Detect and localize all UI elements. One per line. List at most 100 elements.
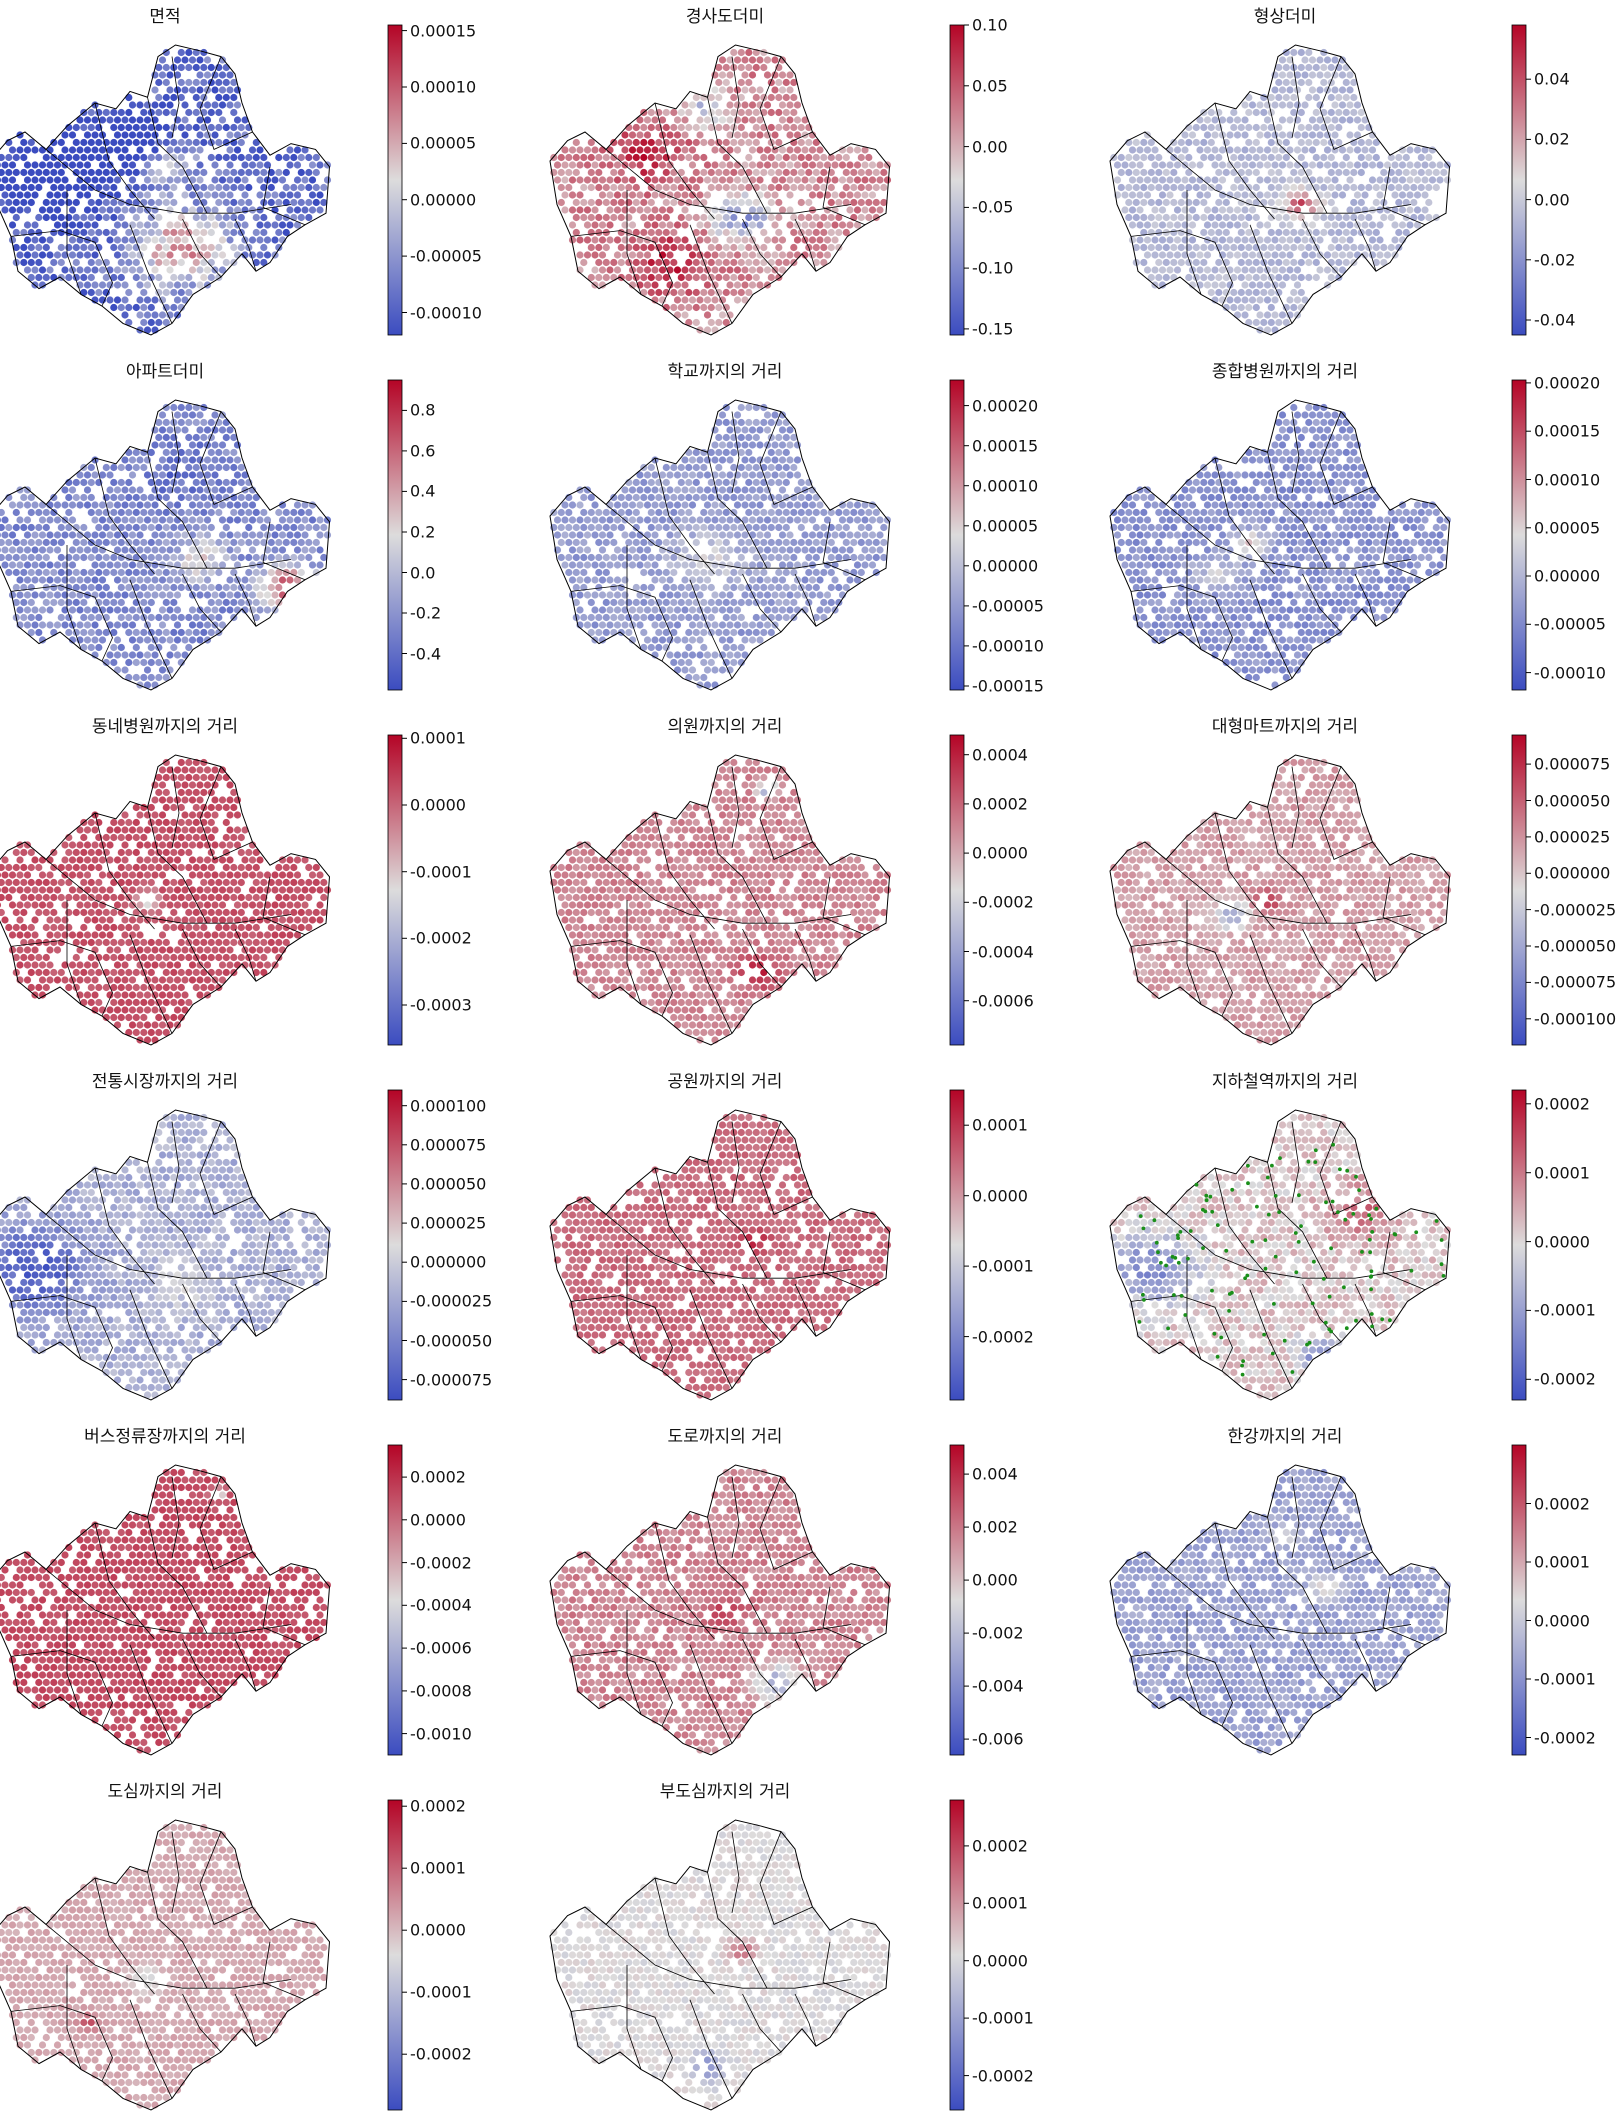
hex-cell [207,258,215,267]
hex-cell [211,561,219,569]
hex-cell [748,56,757,64]
hex-cell [166,206,174,214]
hex-cell [158,546,167,554]
hex-cell [132,508,140,517]
hex-cell [658,191,667,199]
hex-cell [1357,538,1365,547]
hex-cell [606,531,614,539]
hex-cell [673,191,682,199]
hex-cell [820,258,828,267]
hex-cell [185,78,193,87]
hex-cell [203,191,212,199]
hex-cell [72,538,80,547]
hex-cell [1372,138,1380,147]
hex-cell [68,561,77,569]
hex-cell [1188,206,1197,214]
hex-cell [20,138,28,147]
hex-cell [1398,561,1407,569]
hex-cell [155,153,163,162]
hex-cell [760,523,768,532]
hex-cell [647,553,655,562]
hex-cell [117,643,125,652]
hex-cell [256,161,264,169]
hex-cell [801,576,809,584]
hex-cell [1237,228,1245,237]
hex-cell [865,213,873,222]
hex-cell [177,168,185,177]
hex-cell [252,538,260,547]
hex-cell [196,411,204,419]
hex-cell [1230,523,1238,532]
hex-cell [613,501,622,509]
hex-cell [1301,146,1309,154]
hex-cell [707,138,715,147]
hex-cell [1297,288,1305,297]
hex-cell [655,628,663,637]
hex-cell [226,426,234,434]
hex-cell [80,478,88,487]
hex-cell [790,508,798,517]
hex-cell [718,591,727,599]
hex-cell [110,243,118,252]
hex-cell [576,516,584,524]
hex-cell [128,471,137,479]
hex-cell [1346,471,1354,479]
hex-cell [688,191,697,199]
hex-cell [147,318,155,327]
hex-cell [102,198,110,207]
hex-cell [767,168,775,177]
hex-cell [248,206,257,214]
hex-cell [1233,296,1242,304]
hex-cell [763,411,772,419]
hex-cell [775,583,783,592]
hex-cell [741,116,749,124]
hex-cell [1128,206,1137,214]
hex-cell [132,123,140,132]
hex-cell [162,583,170,592]
hex-cell [681,486,689,494]
hex-cell [132,273,140,282]
hex-cell [1293,456,1302,464]
hex-cell [1305,138,1313,147]
hex-cell [65,568,73,577]
hex-cell [598,606,607,614]
hex-cell [125,523,133,532]
hex-cell [1398,516,1407,524]
hex-cell [1226,116,1234,124]
hex-cell [12,153,20,162]
hex-cell [1248,486,1257,494]
hex-cell [760,213,768,222]
hex-cell [610,198,618,207]
hex-cell [181,486,189,494]
hex-cell [1113,161,1122,169]
hex-cell [1432,183,1440,192]
hex-cell [151,576,159,584]
hex-cell [147,228,155,237]
hex-cell [188,486,197,494]
hex-cell [1267,198,1275,207]
hex-cell [868,206,877,214]
hex-cell [215,463,223,472]
hex-cell [1342,508,1350,517]
hex-cell [128,101,137,109]
hex-cell [0,547,2,553]
hex-cell [46,516,54,524]
hex-cell [1177,243,1185,252]
hex-cell [767,93,775,102]
hex-cell [816,221,824,229]
hex-cell [632,493,640,502]
district-boundary [1291,56,1300,138]
hex-cell [722,508,730,517]
hex-cell [786,86,794,94]
hex-cell [20,553,28,562]
hex-cell [745,568,753,577]
hex-cell [140,628,148,637]
hex-cell [1192,508,1200,517]
hex-cell [692,673,700,682]
hex-cell [1293,531,1302,539]
hex-cell [730,448,738,457]
hex-cell [136,636,144,644]
hex-cell [748,546,757,554]
hex-cell [16,191,24,199]
hex-cell [53,546,62,554]
